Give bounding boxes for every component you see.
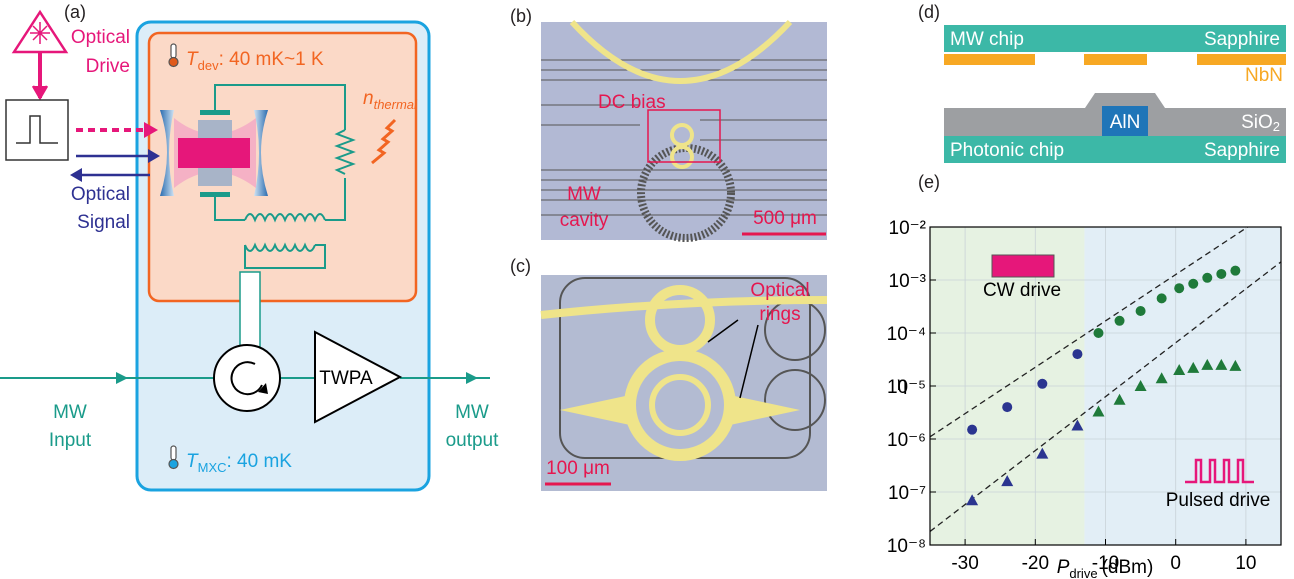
y-tick-label: 10⁻⁴ <box>887 324 926 345</box>
subscript: thermal <box>374 97 418 112</box>
y-tick-label: 10⁻⁷ <box>888 483 926 504</box>
point <box>967 425 977 435</box>
text: : 40 mK <box>227 451 293 472</box>
point <box>1230 266 1240 276</box>
panel-label: (b) <box>510 6 532 26</box>
point <box>1093 328 1103 338</box>
optical-signal: Optical <box>71 184 130 205</box>
sapphire-label: Sapphire <box>1204 140 1280 161</box>
mw-input: MW <box>53 402 87 423</box>
panel-e: (e) η Pdrive(dBm) 10⁻⁸10⁻⁷10⁻⁶10⁻⁵10⁻⁴10… <box>887 172 1281 579</box>
panel-c: (c) Optical rings 100 μm <box>510 256 827 491</box>
scale-bar-label: 100 μm <box>546 458 610 479</box>
text: : 40 mK~1 K <box>219 49 324 70</box>
coax <box>240 272 260 347</box>
mw-input: Input <box>49 430 92 451</box>
symbol: n <box>363 88 374 109</box>
x-tick-label: -20 <box>1022 553 1049 574</box>
aln-label: AlN <box>1110 112 1141 133</box>
subscript: 2 <box>1273 119 1280 134</box>
x-tick-label: 0 <box>1170 553 1181 574</box>
panel-label: (a) <box>64 2 86 22</box>
point <box>1188 279 1198 289</box>
y-tick-label: 10⁻⁸ <box>887 536 926 557</box>
optical-signal: Signal <box>77 212 130 233</box>
x-tick-label: -10 <box>1092 553 1119 574</box>
x-tick-label: -30 <box>951 553 978 574</box>
photonic-chip-label: Photonic chip <box>950 140 1064 161</box>
point <box>1115 316 1125 326</box>
optical-drive: Drive <box>86 56 130 77</box>
y-tick-label: 10⁻⁵ <box>887 377 926 398</box>
point <box>1157 293 1167 303</box>
annotation: CW drive <box>983 280 1061 301</box>
cw-icon <box>992 255 1054 277</box>
panel-b: (b) DC bias MW cavity 500 μm <box>510 6 827 240</box>
mw-output: MW <box>455 402 489 423</box>
nbn-layer <box>1197 54 1286 65</box>
mw-chip-label: MW chip <box>950 29 1024 50</box>
mw-cavity: MW <box>567 184 601 205</box>
mw-output: output <box>446 430 500 451</box>
point <box>1174 283 1184 293</box>
pulse-generator <box>6 100 68 160</box>
x-tick-label: 10 <box>1235 553 1256 574</box>
subscript: dev <box>198 58 219 73</box>
y-tick-label: 10⁻² <box>889 218 927 239</box>
panel-label: (d) <box>918 2 940 22</box>
point <box>1072 349 1082 359</box>
nbn-label: NbN <box>1245 65 1283 86</box>
panel-label: (e) <box>918 172 940 192</box>
point <box>1202 273 1212 283</box>
panel-a: (a) Tdev: 40 mK~1 K nthermal Optical Dri… <box>0 2 499 490</box>
point <box>1037 379 1047 389</box>
dc-bias: DC bias <box>598 92 666 113</box>
circulator <box>214 345 280 411</box>
cavity <box>160 110 268 197</box>
y-tick-label: 10⁻³ <box>889 271 927 292</box>
scale-bar-label: 500 μm <box>753 208 817 229</box>
mw-cavity: cavity <box>560 210 609 231</box>
subscript: MXC <box>198 460 227 475</box>
twpa: TWPA <box>319 368 373 389</box>
text: SiO <box>1241 112 1273 133</box>
laser-icon <box>14 12 66 98</box>
annotation: Pulsed drive <box>1166 490 1271 511</box>
figure: (a) Tdev: 40 mK~1 K nthermal Optical Dri… <box>0 0 1294 579</box>
panel-label: (c) <box>510 256 531 276</box>
symbol: P <box>1057 557 1070 578</box>
y-tick-label: 10⁻⁶ <box>887 430 926 451</box>
point <box>1002 402 1012 412</box>
point <box>1216 269 1226 279</box>
point <box>1136 306 1146 316</box>
sapphire-label: Sapphire <box>1204 29 1280 50</box>
nbn-layer <box>944 54 1035 65</box>
optical-rings: rings <box>759 304 800 325</box>
panel-d: (d) MW chip Sapphire NbN AlN SiO2 Photon… <box>918 2 1286 163</box>
optical-rings: Optical <box>750 280 809 301</box>
optical-drive: Optical <box>71 27 130 48</box>
nbn-layer <box>1084 54 1147 65</box>
